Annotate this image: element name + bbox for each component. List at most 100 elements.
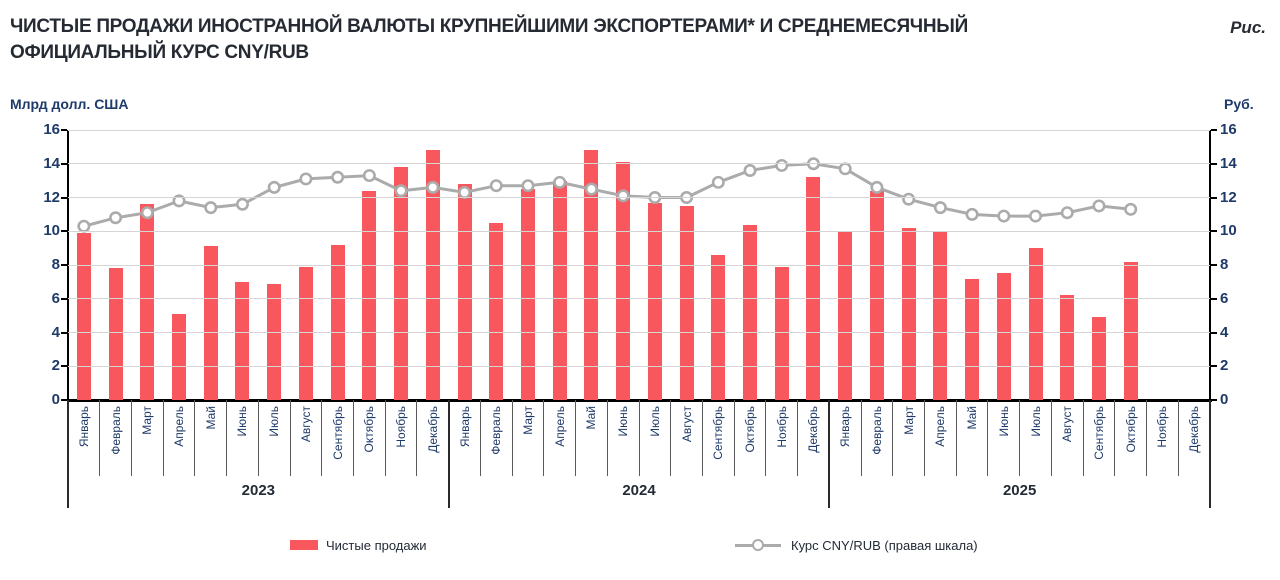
bar-net-sales (457, 184, 472, 400)
gridline (68, 298, 1210, 300)
x-axis-year-label: 2024 (622, 482, 656, 499)
bar-net-sales (1091, 317, 1106, 400)
bar-net-sales (838, 231, 853, 400)
bar-net-sales (679, 205, 694, 400)
x-axis-month-label: Июнь (616, 406, 630, 440)
month-separator (353, 400, 354, 476)
month-separator (1177, 400, 1179, 476)
bar-net-sales (869, 190, 884, 400)
x-axis-month-label: Декабрь (806, 406, 820, 456)
year-separator (828, 400, 831, 508)
month-separator (797, 400, 799, 476)
x-axis-month-label: Февраль (109, 406, 123, 458)
bar-net-sales (172, 313, 187, 400)
x-axis-month-text: Июль (647, 406, 662, 437)
year-separator (1209, 400, 1211, 508)
x-axis-month-label: Ноябрь (1155, 406, 1169, 451)
line-legend-swatch-icon (735, 538, 781, 551)
y-axis-tick (1211, 230, 1217, 233)
x-axis-month-text: Апрель (552, 406, 567, 447)
line-legend-marker-icon (752, 538, 764, 551)
bar-net-sales (76, 232, 91, 400)
x-axis-month-text: Август (679, 406, 694, 443)
bar-net-sales (711, 254, 726, 400)
bar-net-sales (743, 224, 758, 400)
bar-net-sales (298, 266, 313, 400)
y-axis-tick (61, 365, 67, 368)
left-axis-line (67, 130, 69, 401)
month-separator (162, 400, 164, 476)
gridline (68, 365, 1210, 367)
y-axis-tick (1211, 399, 1217, 401)
bar-net-sales (1060, 295, 1075, 400)
y-axis-tick-label: 0 (51, 391, 60, 408)
y-axis-tick (61, 230, 67, 233)
month-separator (321, 400, 323, 476)
month-separator (543, 400, 545, 476)
x-axis-month-label: Ноябрь (394, 406, 408, 451)
month-separator (1146, 400, 1148, 476)
y-axis-tick (1211, 297, 1217, 300)
month-separator (257, 400, 259, 476)
y-axis-tick (1211, 264, 1217, 266)
y-axis-tick-label: 2 (51, 357, 60, 375)
x-axis-month-label: Апрель (172, 406, 186, 450)
bar-net-sales (996, 273, 1011, 400)
bar-legend-swatch-icon (290, 540, 318, 550)
bar-net-sales (552, 180, 567, 400)
month-separator (670, 400, 672, 476)
month-separator (987, 400, 989, 476)
x-axis-month-text: Январь (76, 406, 91, 448)
x-axis-month-label: Январь (458, 406, 472, 450)
y-axis-tick-label: 14 (43, 154, 60, 172)
x-axis-month-label: Январь (838, 406, 852, 450)
x-axis-month-label: Август (299, 406, 313, 445)
gridline (68, 264, 1210, 266)
x-axis-month-label: Январь (77, 406, 91, 450)
x-axis-month-label: Май (204, 406, 218, 433)
month-separator (1050, 400, 1052, 476)
x-axis-month-text: Декабрь (806, 406, 821, 453)
month-separator (289, 400, 291, 476)
figure-label: Рис. (1230, 18, 1266, 37)
y-axis-tick-label: 4 (1220, 323, 1229, 341)
bar-net-sales (425, 150, 440, 400)
y-axis-tick-label: 8 (51, 256, 60, 273)
gridline (68, 163, 1210, 165)
bar-net-sales (1123, 261, 1138, 400)
x-axis-month-text: Май (584, 406, 599, 430)
right-axis-line (1209, 130, 1211, 401)
x-axis-month-text: Март (140, 406, 155, 435)
x-axis-month-label: Октябрь (1124, 406, 1138, 456)
gridline (68, 332, 1210, 333)
chart-title-line2: ОФИЦИАЛЬНЫЙ КУРС CNY/RUB (10, 42, 309, 63)
x-axis-month-text: Октябрь (1123, 406, 1138, 453)
month-separator (384, 400, 386, 476)
month-separator (226, 400, 228, 476)
year-separator (67, 400, 69, 508)
month-separator (955, 400, 957, 476)
x-axis-month-text: Апрель (172, 406, 187, 447)
month-separator (575, 400, 577, 476)
y-axis-tick (61, 196, 67, 199)
x-axis-year-label: 2025 (1002, 482, 1037, 499)
x-axis-month-label: Май (965, 406, 979, 433)
month-separator (924, 400, 925, 476)
x-axis-year-label: 2023 (241, 482, 276, 499)
x-axis-month-label: Апрель (553, 406, 567, 450)
month-separator (99, 400, 101, 476)
x-axis-month-label: Ноябрь (775, 406, 789, 451)
x-axis-month-label: Август (1060, 406, 1074, 445)
x-axis-month-text: Февраль (489, 406, 504, 455)
x-axis-month-label: Сентябрь (1092, 406, 1106, 463)
y-axis-tick (61, 264, 67, 266)
legend-label-cny-rate: Курс CNY/RUB (правая шкала) (791, 537, 978, 553)
x-axis-month-label: Февраль (489, 406, 503, 458)
month-separator (606, 400, 608, 476)
year-separator (447, 400, 450, 508)
month-separator (130, 400, 132, 476)
x-axis-month-label: Декабрь (1187, 406, 1201, 456)
x-axis-month-text: Июнь (235, 406, 250, 437)
y-axis-tick-label: 14 (1220, 154, 1237, 172)
left-axis-unit-label: Млрд долл. США (10, 96, 129, 112)
